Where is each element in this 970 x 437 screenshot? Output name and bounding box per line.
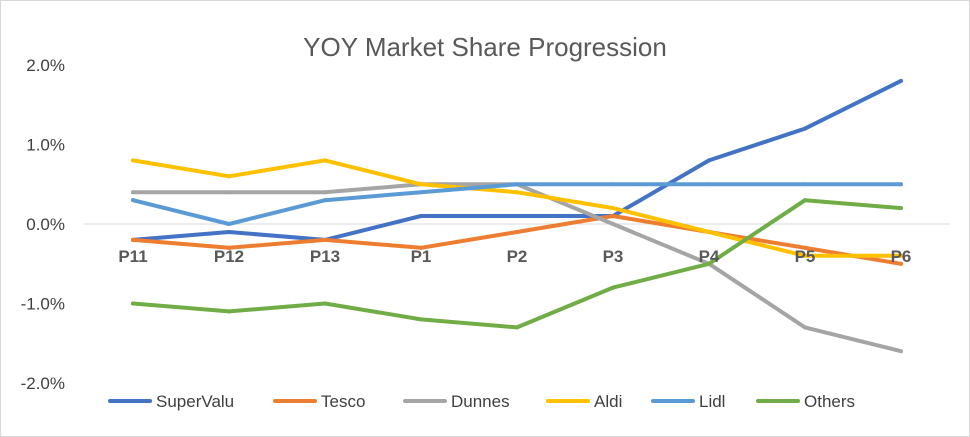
data-point-lidl: [707, 182, 711, 187]
data-point-lidl: [515, 182, 519, 187]
data-point-dunnes: [323, 190, 327, 195]
x-tick-label: P1: [411, 247, 432, 266]
legend-label: Tesco: [321, 392, 365, 411]
data-point-others: [611, 285, 615, 290]
data-point-lidl: [323, 198, 327, 203]
data-point-others: [227, 309, 231, 314]
legend-item-tesco: Tesco: [273, 392, 365, 411]
data-point-lidl: [131, 198, 135, 203]
x-tick-label: P5: [795, 247, 816, 266]
data-point-tesco: [611, 214, 615, 219]
data-point-tesco: [515, 229, 519, 234]
data-point-aldi: [707, 229, 711, 234]
data-point-others: [803, 198, 807, 203]
x-tick-label: P6: [891, 247, 912, 266]
data-point-lidl: [227, 222, 231, 226]
data-point-aldi: [227, 174, 231, 179]
data-point-aldi: [131, 158, 135, 163]
series-layer: [131, 78, 903, 354]
legend: SuperValu Tesco Dunnes Aldi Lidl Others: [108, 392, 855, 411]
legend-label: Lidl: [699, 392, 725, 411]
data-point-others: [515, 325, 519, 330]
data-point-lidl: [611, 182, 615, 187]
data-point-dunnes: [611, 222, 615, 226]
legend-label: Aldi: [594, 392, 622, 411]
data-point-lidl: [899, 182, 903, 187]
data-point-dunnes: [131, 190, 135, 195]
data-point-lidl: [803, 182, 807, 187]
data-point-lidl: [419, 190, 423, 195]
legend-item-others: Others: [756, 392, 855, 411]
data-point-others: [131, 301, 135, 306]
x-tick-label: P13: [310, 247, 340, 266]
data-point-aldi: [323, 158, 327, 163]
x-tick-label: P4: [699, 247, 720, 266]
y-tick-label: 2.0%: [26, 56, 65, 75]
data-point-dunnes: [899, 349, 903, 354]
data-point-supervalu: [227, 229, 231, 234]
data-point-supervalu: [515, 214, 519, 219]
y-tick-label: 1.0%: [26, 136, 65, 155]
data-point-tesco: [227, 245, 231, 250]
data-point-aldi: [611, 206, 615, 211]
legend-label: SuperValu: [156, 392, 234, 411]
data-point-supervalu: [899, 78, 903, 83]
x-tick-label: P3: [603, 247, 624, 266]
y-tick-label: 0.0%: [26, 215, 65, 234]
data-point-dunnes: [803, 325, 807, 330]
legend-item-lidl: Lidl: [651, 392, 725, 411]
data-point-supervalu: [419, 214, 423, 219]
legend-label: Dunnes: [451, 392, 510, 411]
data-point-aldi: [419, 182, 423, 187]
data-point-aldi: [803, 253, 807, 258]
legend-item-aldi: Aldi: [546, 392, 622, 411]
data-point-tesco: [899, 261, 903, 266]
series-line-aldi: [131, 158, 903, 258]
x-tick-label: P12: [214, 247, 244, 266]
data-point-others: [707, 261, 711, 266]
chart-title: YOY Market Share Progression: [303, 32, 667, 62]
data-point-supervalu: [803, 126, 807, 131]
y-tick-label: -2.0%: [21, 374, 65, 393]
data-point-tesco: [323, 237, 327, 242]
legend-item-supervalu: SuperValu: [108, 392, 234, 411]
data-point-supervalu: [707, 158, 711, 163]
data-point-others: [419, 317, 423, 322]
data-point-dunnes: [227, 190, 231, 195]
data-point-tesco: [419, 245, 423, 250]
data-point-others: [323, 301, 327, 306]
data-point-tesco: [803, 245, 807, 250]
x-tick-label: P11: [118, 247, 147, 266]
x-axis: P11 P12 P13 P1 P2 P3 P4 P5 P6: [118, 247, 911, 266]
y-tick-label: -1.0%: [21, 295, 65, 314]
data-point-tesco: [131, 237, 135, 242]
legend-item-dunnes: Dunnes: [403, 392, 510, 411]
data-point-others: [899, 206, 903, 211]
data-point-aldi: [515, 190, 519, 195]
y-axis: 2.0% 1.0% 0.0% -1.0% -2.0%: [21, 56, 65, 393]
data-point-aldi: [899, 253, 903, 258]
x-tick-label: P2: [507, 247, 528, 266]
legend-label: Others: [804, 392, 855, 411]
